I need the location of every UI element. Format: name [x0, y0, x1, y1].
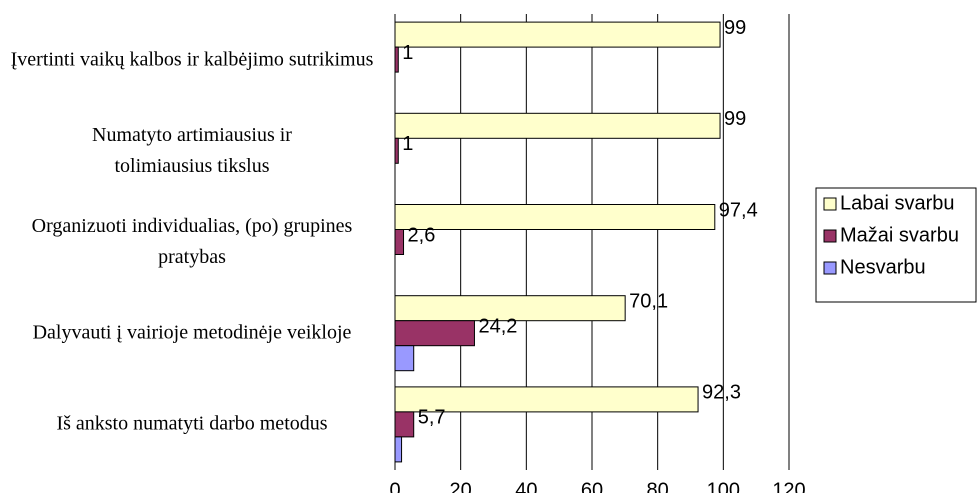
data-label: 97,4 — [719, 199, 758, 221]
legend-label: Mažai svarbu — [840, 224, 959, 246]
y-tick-label: Dalyvauti į vairioje metodinėje veikloje — [32, 321, 352, 344]
x-tick-label: 80 — [647, 479, 669, 493]
legend-box — [815, 187, 977, 303]
x-tick-label: 120 — [772, 479, 805, 493]
legend-label: Labai svarbu — [840, 192, 955, 214]
y-tick-label: Įvertinti vaikų kalbos ir kalbėjimo sutr… — [10, 48, 374, 71]
data-label: 1 — [402, 133, 413, 155]
bar — [394, 386, 699, 413]
bar — [394, 46, 399, 73]
legend-swatch — [823, 197, 837, 211]
y-tick-label: Iš anksto numatyti darbo metodus — [56, 412, 328, 435]
legend-swatch — [823, 229, 837, 243]
y-tick-label: Numatyto artimiausius ir tolimiausius ti… — [92, 123, 292, 177]
bar — [394, 112, 721, 139]
data-label: 5,7 — [418, 407, 446, 429]
x-tick-label: 20 — [450, 479, 472, 493]
x-tick-label: 60 — [581, 479, 603, 493]
data-label: 2,6 — [408, 224, 436, 246]
data-label: 99 — [724, 108, 746, 130]
data-label: 92,3 — [702, 382, 741, 404]
bar — [394, 204, 716, 230]
data-label: 24,2 — [478, 315, 517, 337]
data-label: 99 — [724, 17, 746, 39]
data-label: 70,1 — [629, 290, 668, 312]
bar — [394, 21, 721, 48]
bar — [394, 345, 415, 372]
x-tick-label: 100 — [707, 479, 740, 493]
bar — [394, 411, 415, 438]
bar — [394, 137, 399, 164]
data-label: 1 — [402, 42, 413, 64]
bar — [394, 295, 626, 322]
x-tick-label: 0 — [389, 479, 400, 493]
bar — [394, 229, 405, 255]
x-tick-label: 40 — [515, 479, 537, 493]
legend-label: Nesvarbu — [840, 256, 926, 278]
bar — [394, 436, 403, 463]
bar — [394, 320, 475, 347]
y-tick-label: Organizuoti individualias, (po) grupines… — [31, 215, 353, 268]
legend-swatch — [823, 261, 837, 275]
